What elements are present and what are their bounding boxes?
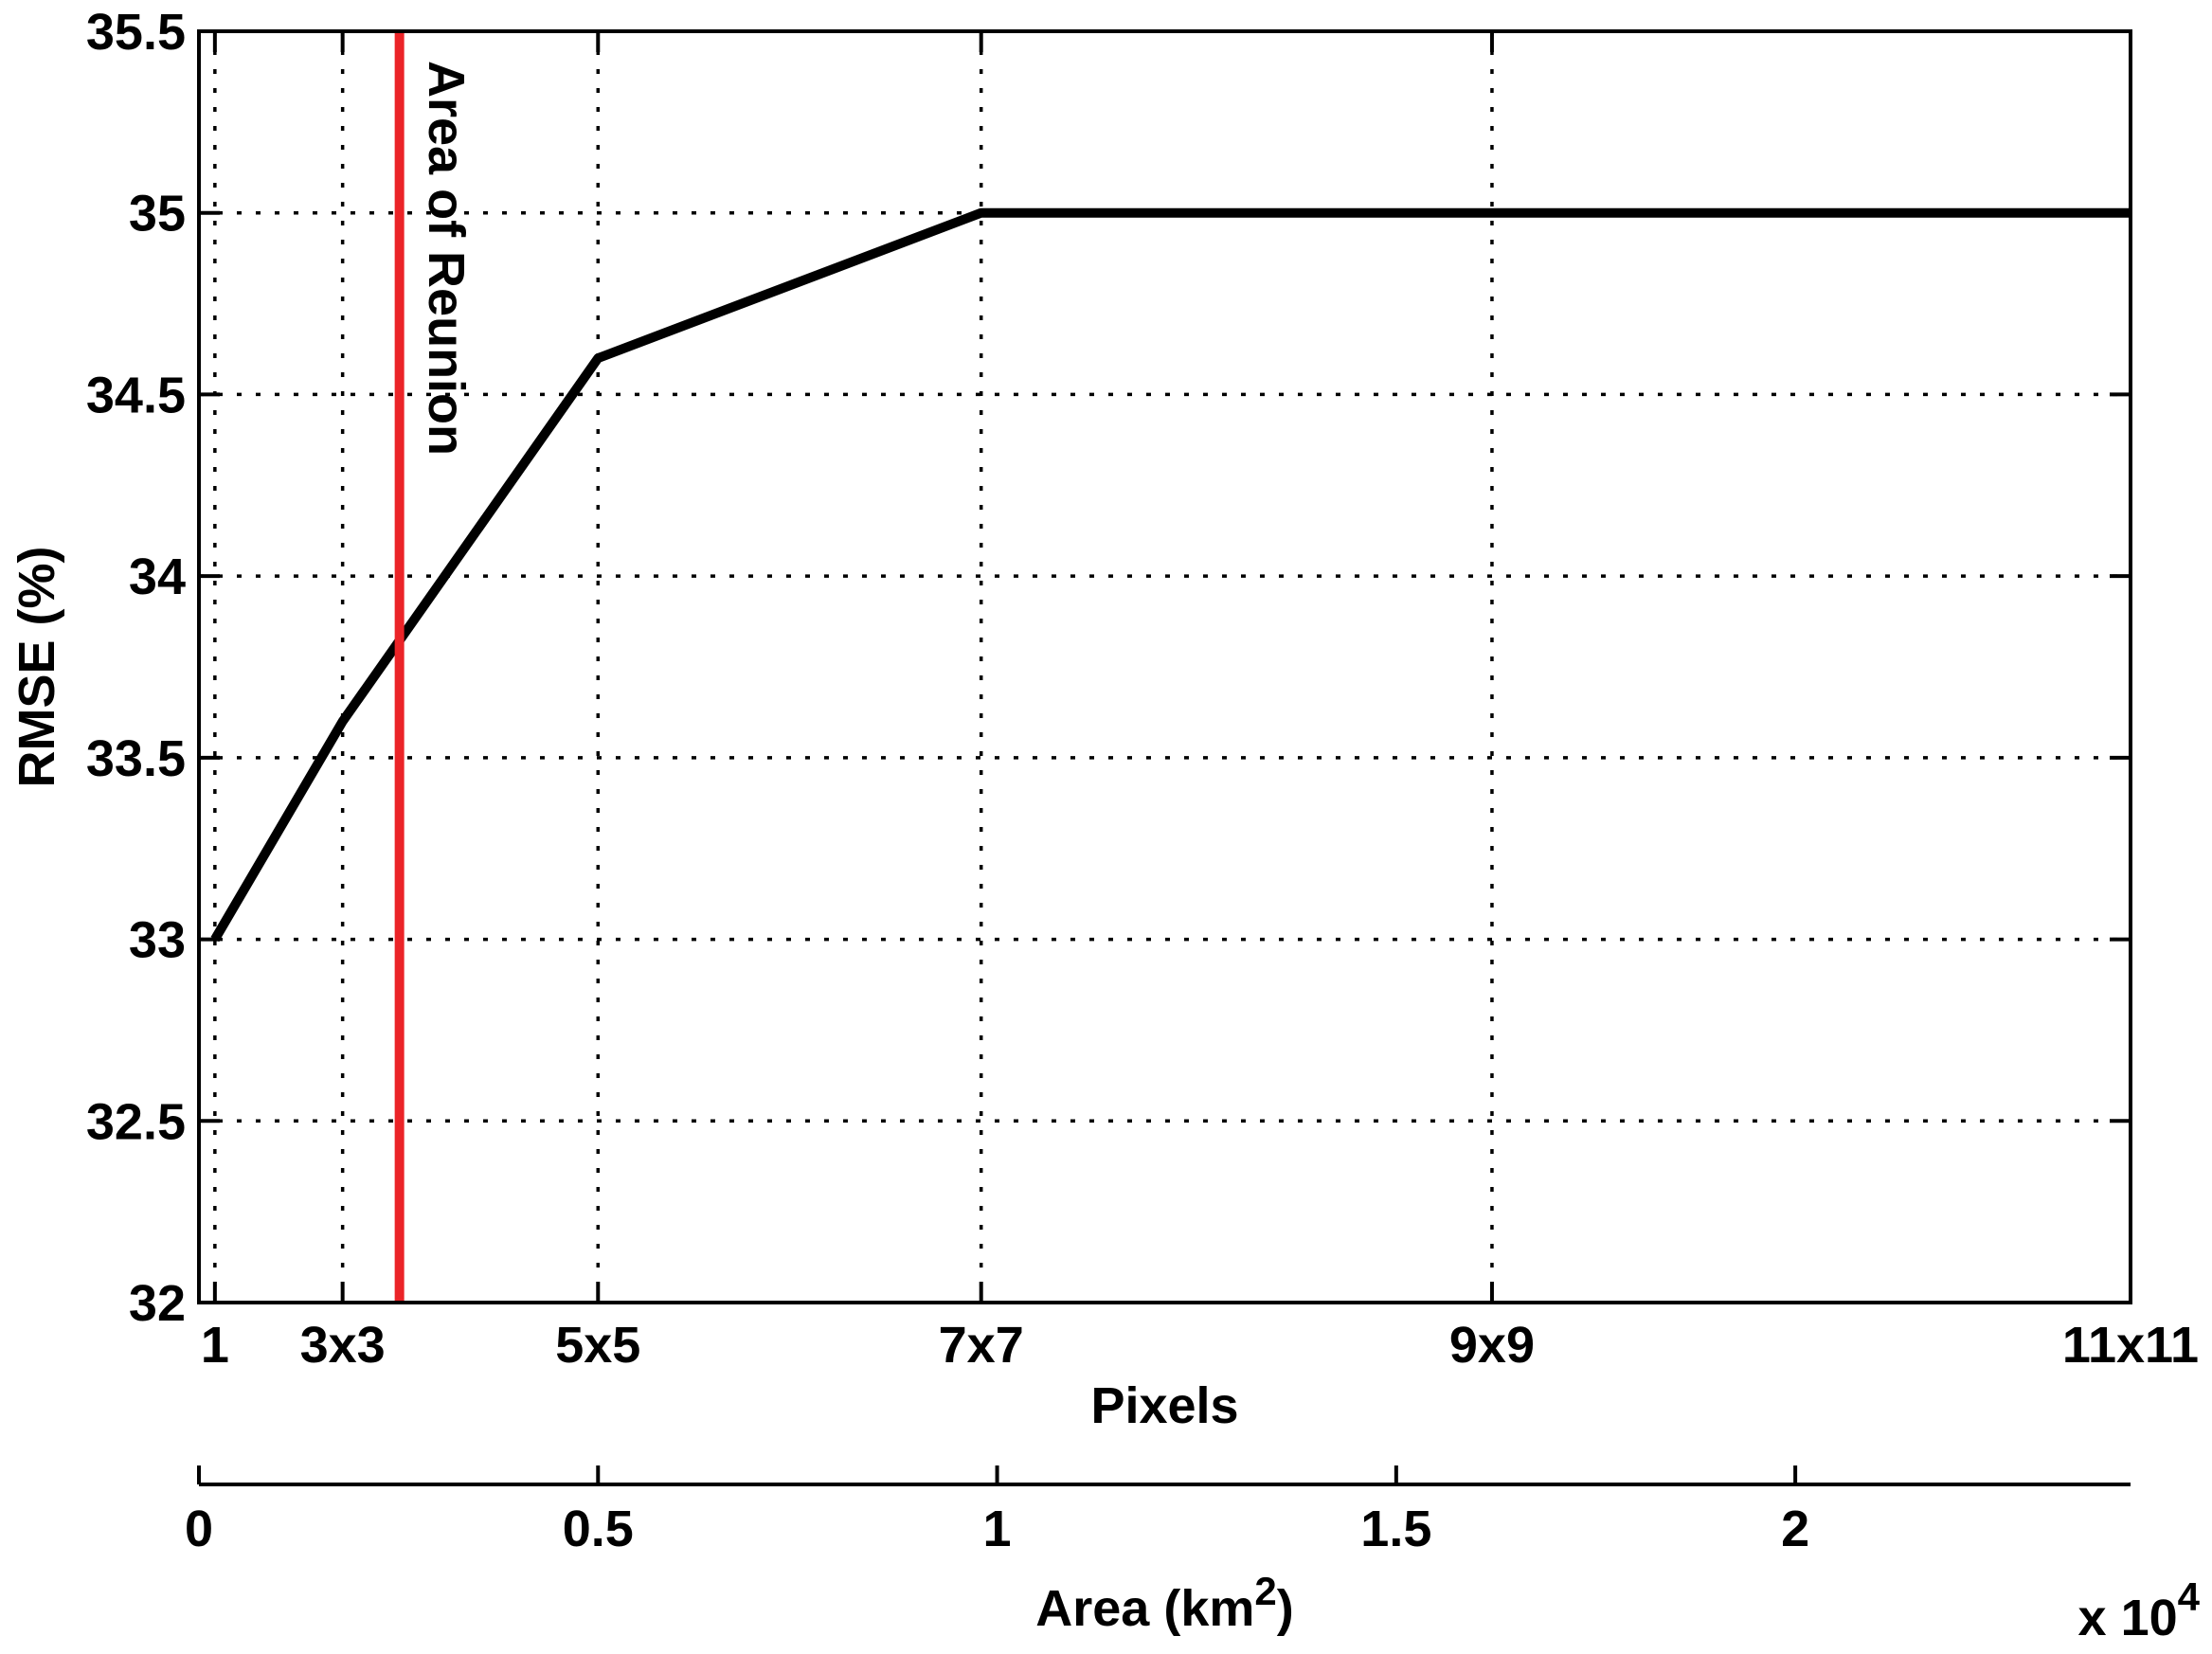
rmse-data-line (210, 207, 2131, 943)
y-tick-label: 33.5 (86, 730, 186, 787)
pixels-tick-label: 11x11 (2062, 1317, 2199, 1374)
y-tick-label: 34 (129, 548, 186, 605)
area-axis-label: Area (km2) (1035, 1569, 1293, 1637)
area-tick-label: 0.5 (563, 1501, 634, 1557)
pixels-tick-label: 3x3 (300, 1317, 386, 1374)
area-axis-multiplier: x 104 (2078, 1574, 2201, 1646)
area-tick-label: 0 (185, 1501, 213, 1557)
pixels-tick-label: 1 (201, 1317, 229, 1374)
pixels-tick-label: 7x7 (939, 1317, 1024, 1374)
y-tick-label: 35.5 (86, 4, 186, 61)
area-axis-multiplier-sup: 4 (2178, 1574, 2201, 1619)
y-tick-label: 32 (129, 1275, 186, 1332)
area-tick-label: 1.5 (1360, 1501, 1431, 1557)
rmse-axis-label: RMSE (%) (9, 547, 65, 788)
y-tick-label: 35 (129, 186, 186, 243)
pixels-tick-label: 9x9 (1449, 1317, 1535, 1374)
area-axis-multiplier-base: x 10 (2078, 1590, 2178, 1646)
y-tick-label: 32.5 (86, 1093, 186, 1150)
pixels-axis-label: Pixels (1090, 1377, 1238, 1434)
pixels-tick-label: 5x5 (555, 1317, 640, 1374)
area-tick-label: 2 (1781, 1501, 1809, 1557)
area-axis-label-close: ) (1277, 1580, 1294, 1637)
y-tick-label: 33 (129, 912, 186, 969)
plot-box (197, 29, 2132, 1304)
area-axis-label-base: Area (km (1035, 1580, 1254, 1637)
area-of-reunion-label: Area of Reunion (418, 61, 475, 456)
area-axis-label-sup: 2 (1254, 1569, 1276, 1613)
area-tick-label: 1 (983, 1501, 1012, 1557)
y-tick-label: 34.5 (86, 367, 186, 423)
